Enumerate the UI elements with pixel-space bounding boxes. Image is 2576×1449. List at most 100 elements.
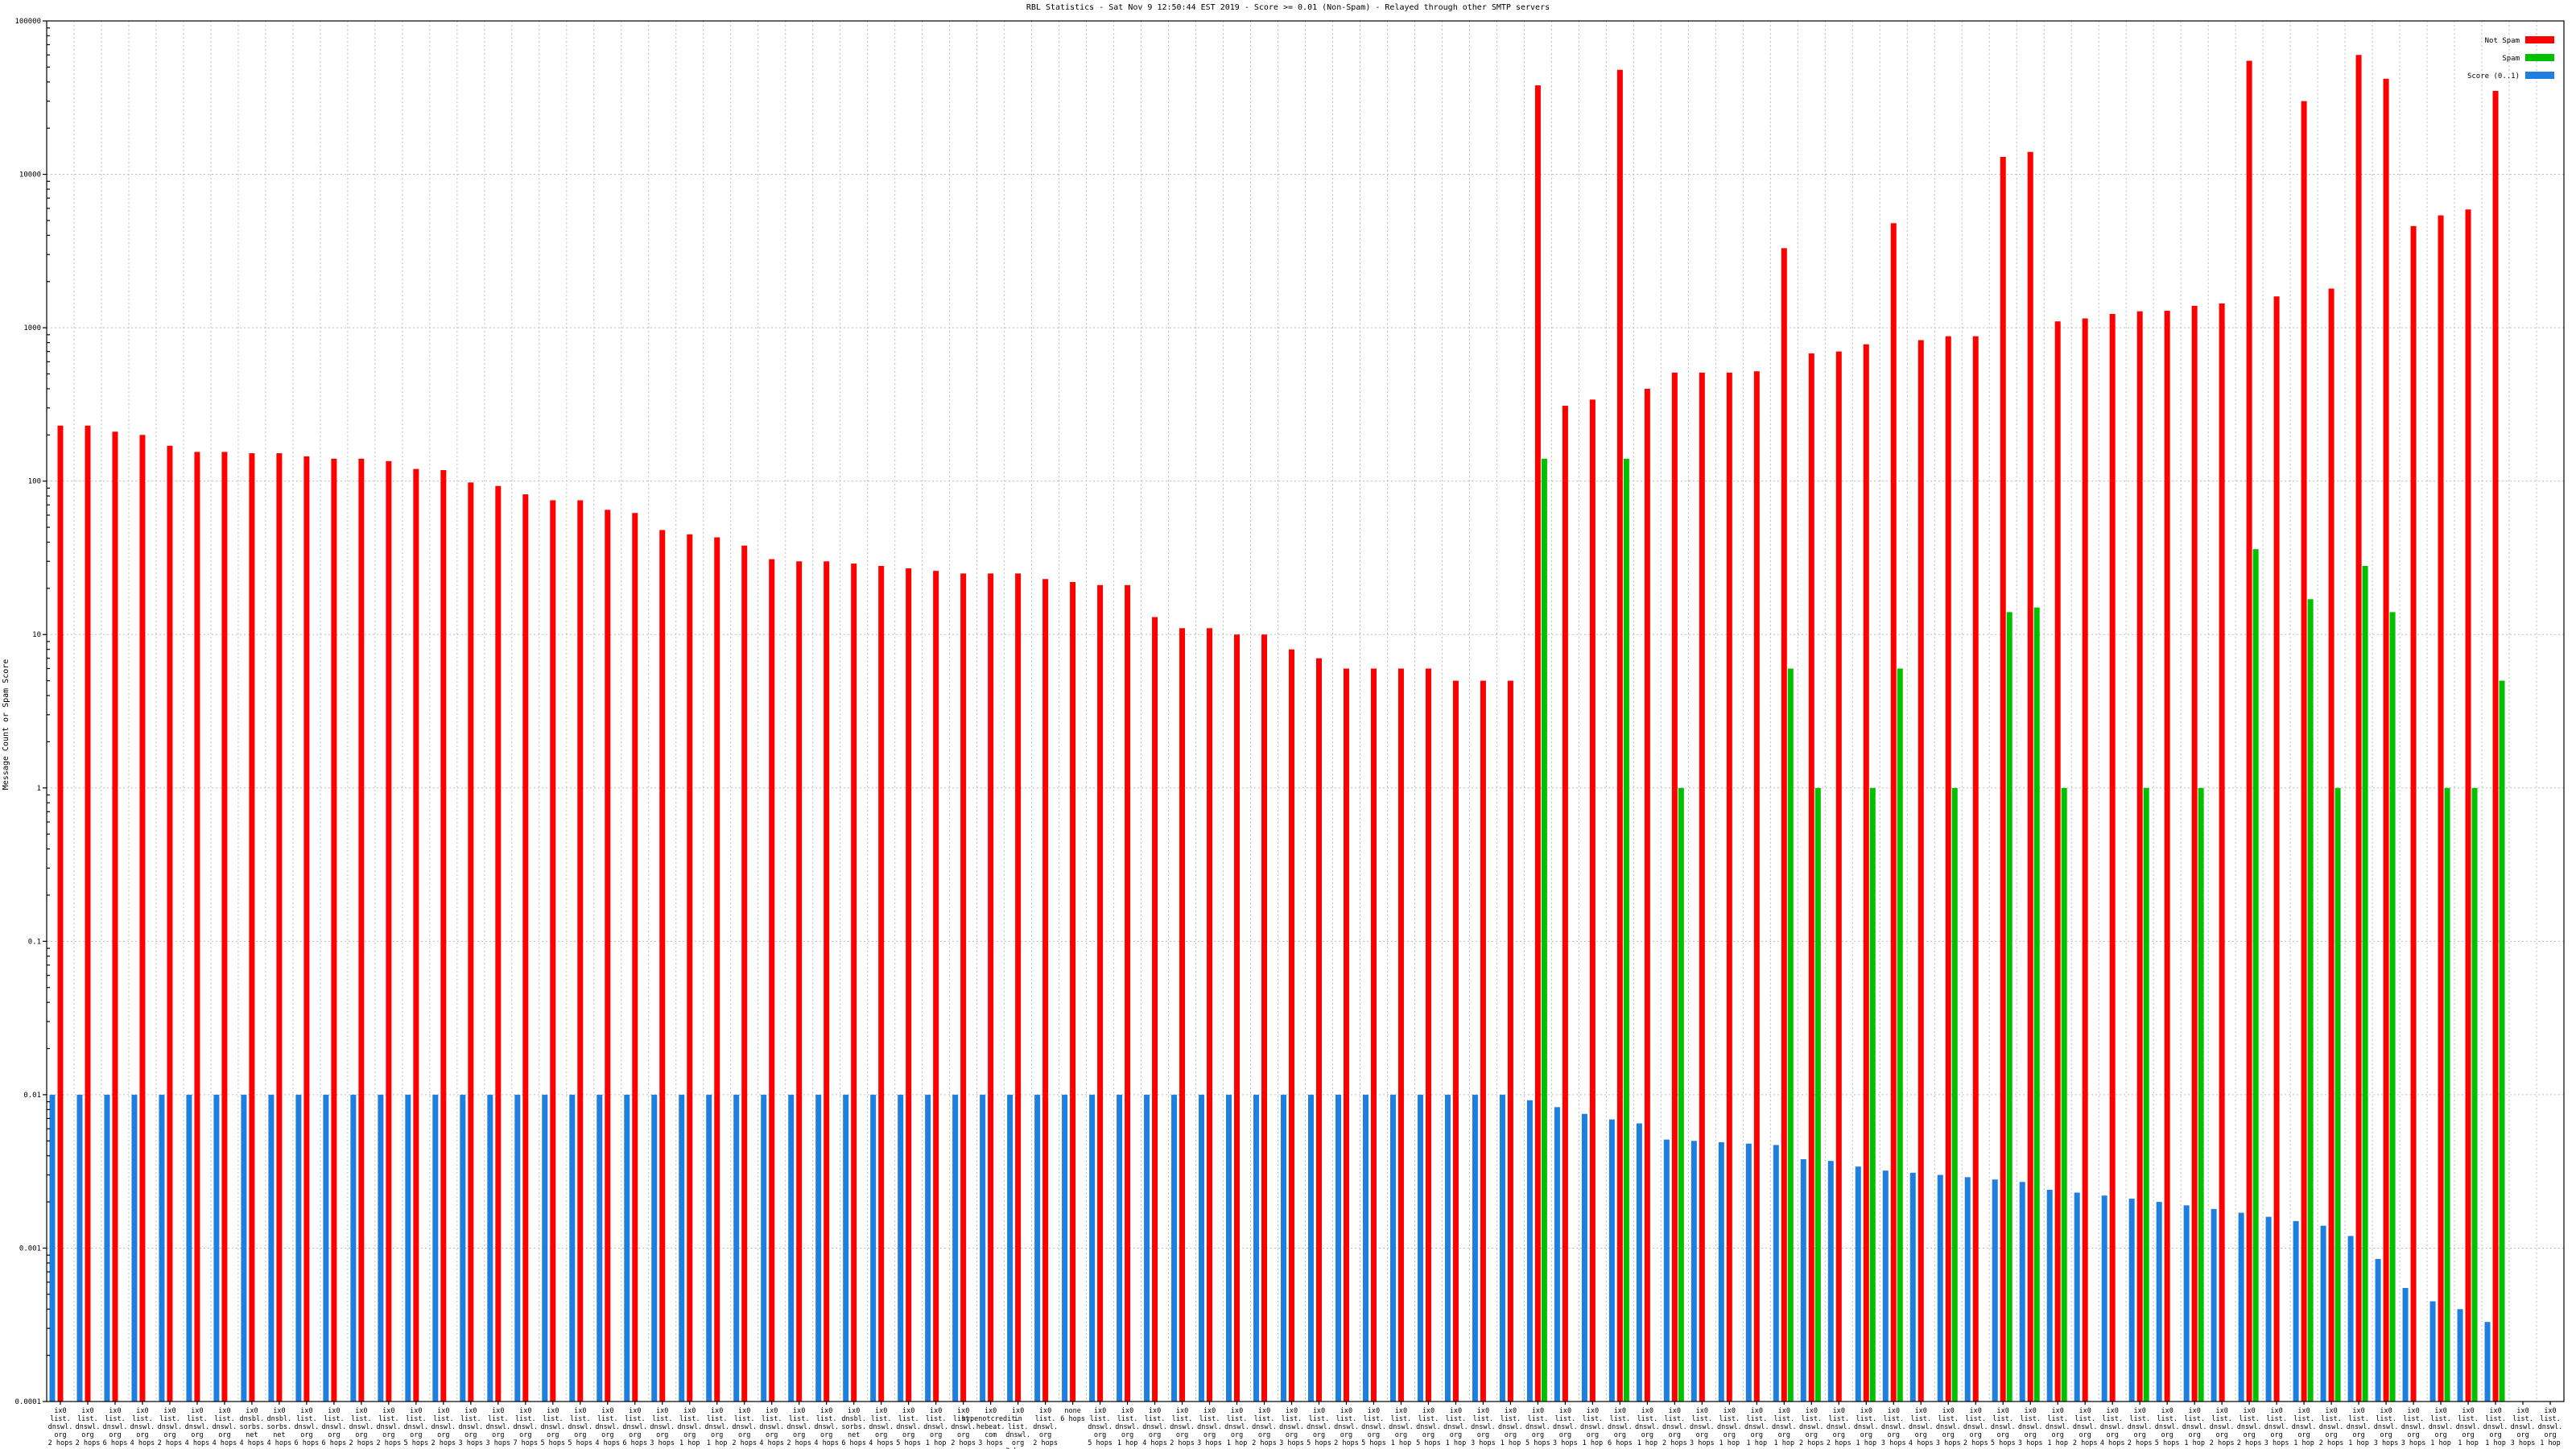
x-tick-label: ix0 list. dnswl. org 2 hops: [1334, 1407, 1359, 1447]
not-spam-bar: [386, 460, 392, 1402]
score-bar: [815, 1094, 822, 1402]
not-spam-bar: [2000, 156, 2006, 1402]
y-tick-label: 100000: [14, 18, 41, 26]
not-spam-bar: [85, 425, 91, 1402]
score-bar: [1307, 1094, 1314, 1402]
not-spam-bar: [824, 561, 830, 1402]
y-tick-label: 10: [32, 631, 41, 639]
score-bar: [1417, 1094, 1423, 1402]
score-bar: [542, 1094, 548, 1402]
spam-bar: [2252, 549, 2259, 1402]
score-bar: [2156, 1202, 2162, 1402]
plot-frame: [46, 20, 2565, 1402]
not-spam-bar: [2273, 296, 2280, 1402]
x-tick-label: ix0 list. dnswl. org 1 hop: [2347, 1407, 2372, 1447]
score-bar: [295, 1094, 302, 1402]
x-tick-label: ix0 list. dnswl. org 5 hops: [1991, 1407, 2016, 1447]
not-spam-bar: [878, 566, 885, 1402]
x-tick-label: ix0 dnsbl. sorbs. net 4 hops: [267, 1407, 292, 1447]
score-bar: [1554, 1107, 1560, 1402]
x-tick-label: ix0 list. dnswl. org 2 hops: [349, 1407, 374, 1447]
score-bar: [1199, 1094, 1205, 1402]
x-tick-label: ix0 list. dnswl. org 3 hops: [485, 1407, 510, 1447]
x-tick-label: ix0 list. dnswl. org 1 hop: [1115, 1407, 1140, 1447]
not-spam-bar: [933, 571, 939, 1402]
spam-bar: [1787, 668, 1794, 1402]
not-spam-bar: [1261, 634, 1268, 1402]
x-tick-label: ix0 list. dnswl. org 6 hops: [295, 1407, 320, 1447]
score-bar: [1526, 1100, 1533, 1402]
not-spam-bar: [605, 510, 611, 1402]
score-bar: [1007, 1094, 1013, 1402]
score-bar: [2183, 1205, 2190, 1402]
x-tick-label: ix0 list. dnswl. org 2 hops: [377, 1407, 402, 1447]
not-spam-bar: [1207, 628, 1213, 1402]
score-bar: [788, 1094, 795, 1402]
x-tick-label: ix0 list. dnswl. org 1 hop: [1498, 1407, 1523, 1447]
x-tick-label: ix0 list. dnswl. org 5 hops: [568, 1407, 592, 1447]
x-tick-label: ix0 list. dnswl. org 2 hops: [732, 1407, 757, 1447]
score-bar: [2238, 1212, 2244, 1402]
score-bar: [1281, 1094, 1287, 1402]
score-bar: [487, 1094, 493, 1402]
score-bar: [1226, 1094, 1232, 1402]
x-tick-label: ix0 list. dnswl. org 3 hops: [1881, 1407, 1906, 1447]
not-spam-bar: [1808, 353, 1814, 1402]
not-spam-bar: [2492, 90, 2499, 1402]
score-bar: [761, 1094, 767, 1402]
score-bar: [597, 1094, 603, 1402]
score-bar: [898, 1094, 904, 1402]
legend-label: Spam: [2502, 55, 2520, 63]
x-tick-label: ix0 list. dnswl. org 5 hops: [403, 1407, 428, 1447]
not-spam-bar: [1671, 372, 1678, 1402]
x-tick-label: none 6 hops: [1060, 1407, 1085, 1423]
x-tick-label: ix0 list. dnswl. org 3 hops: [1553, 1407, 1578, 1447]
score-bar: [241, 1094, 247, 1402]
score-bar: [1964, 1177, 1971, 1402]
x-tick-label: ix0 list. dnswl. org 2 hops: [786, 1407, 811, 1447]
not-spam-bar: [1179, 628, 1186, 1402]
score-bar: [432, 1094, 439, 1402]
score-bar: [1253, 1094, 1260, 1402]
score-bar: [1335, 1094, 1341, 1402]
not-spam-bar: [1589, 399, 1596, 1402]
score-bar: [1581, 1113, 1587, 1402]
x-tick-label: ix0 list. dnswl. org 3 hops: [2374, 1407, 2399, 1447]
score-bar: [925, 1094, 931, 1402]
x-tick-label: ix0 list. dnswl. org 3 hops: [650, 1407, 675, 1447]
x-tick-label: ix0 list. dnswl. org 2 hops: [951, 1407, 976, 1447]
score-bar: [2484, 1322, 2491, 1402]
score-bar: [1773, 1145, 1779, 1402]
x-tick-label: ix0 list. dnswl. org 3 hops: [458, 1407, 483, 1447]
not-spam-bar: [1972, 336, 1979, 1402]
legend-swatch: [2525, 54, 2554, 61]
not-spam-bar: [2438, 215, 2444, 1402]
not-spam-bar: [906, 568, 912, 1402]
not-spam-bar: [1125, 584, 1131, 1402]
x-tick-label: ix0 dnsbl. sorbs. net 6 hops: [841, 1407, 866, 1447]
x-tick-label: ix0 list. dnswl. org 2 hops: [48, 1407, 73, 1447]
not-spam-bar: [741, 545, 748, 1402]
score-bar: [624, 1094, 630, 1402]
x-tick-label: ix0 list. dnswl. org 3 hops: [2511, 1407, 2536, 1447]
not-spam-bar: [495, 485, 502, 1402]
score-bar: [186, 1094, 192, 1402]
x-tick-label: ix0 list. dnswl. org 2 hops: [2073, 1407, 2098, 1447]
legend-label: Not Spam: [2485, 37, 2520, 45]
not-spam-bar: [57, 425, 64, 1402]
score-bar: [569, 1094, 576, 1402]
spam-bar: [2499, 680, 2505, 1402]
x-tick-label: ix0 list. dnswl. org 5 hops: [1307, 1407, 1331, 1447]
score-bar: [2101, 1195, 2107, 1402]
not-spam-bar: [1753, 371, 1760, 1402]
not-spam-bar: [1918, 340, 1924, 1402]
not-spam-bar: [687, 534, 693, 1402]
not-spam-bar: [194, 452, 200, 1402]
score-bar: [2265, 1216, 2272, 1402]
spam-bar: [1951, 787, 1958, 1402]
not-spam-bar: [2136, 311, 2143, 1402]
x-tick-label: ix0 list. dnswl. org 1 hop: [2456, 1407, 2481, 1447]
spam-bar: [2061, 787, 2067, 1402]
x-tick-label: ix0 list. dnswl. org 2 hops: [1662, 1407, 1687, 1447]
x-tick-label: ix0 list. dnswl. org 3 hops: [2018, 1407, 2043, 1447]
